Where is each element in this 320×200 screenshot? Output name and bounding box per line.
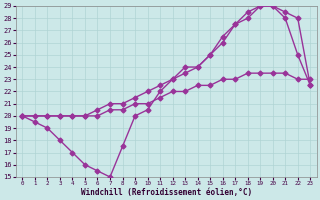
X-axis label: Windchill (Refroidissement éolien,°C): Windchill (Refroidissement éolien,°C) [81, 188, 252, 197]
